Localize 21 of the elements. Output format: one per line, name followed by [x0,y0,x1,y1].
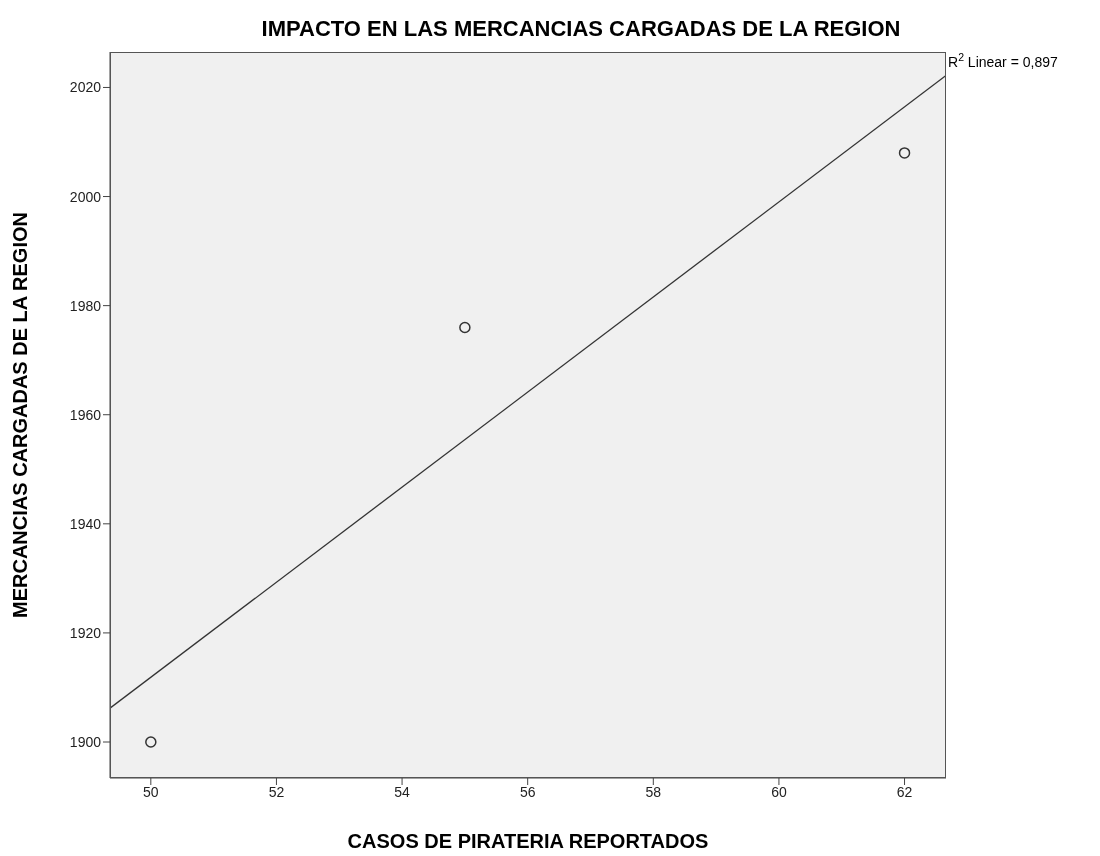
chart-title: IMPACTO EN LAS MERCANCIAS CARGADAS DE LA REGION [260,16,902,42]
x-tick-label: 58 [645,783,662,800]
x-axis-title: CASOS DE PIRATERIA REPORTADOS [347,830,709,852]
x-tick-label: 50 [143,783,159,800]
y-tick-label: 1940 [69,515,102,532]
point [898,147,911,159]
y-tick-label: 2000 [69,188,102,205]
y-tick-label: 1980 [69,297,102,314]
y-tick-label: 2020 [69,79,102,96]
y-tick-label: 1960 [69,406,102,423]
point [459,321,471,334]
x-tick-label: 60 [771,783,787,800]
y-tick-label: 1900 [69,733,102,750]
x-tick-label: 56 [519,783,536,800]
x-tick-label: 54 [394,783,411,800]
annotation: R$^{2}$ Linear = 0,897 [948,51,1058,71]
y-axis-title: MERCANCIAS CARGADAS DE LA REGION [9,212,32,618]
x-tick-label: 52 [268,783,285,800]
x-tick-label: 62 [896,783,913,800]
y-tick-label: 1920 [69,624,102,641]
point [145,736,157,748]
